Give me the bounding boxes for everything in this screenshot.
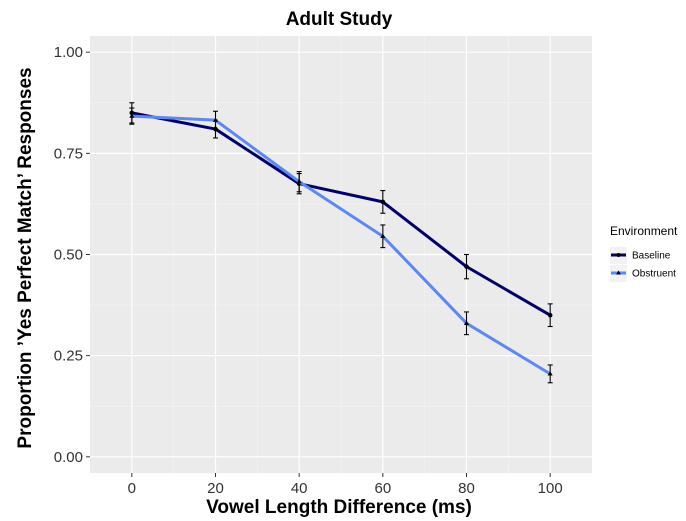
data-point (129, 113, 135, 118)
x-axis: 0 20 40 60 80 100 (128, 473, 563, 497)
legend-item-obstruent: Obstruent (610, 265, 676, 282)
series-obstruent (129, 107, 553, 384)
x-tick-label: 20 (207, 480, 224, 497)
y-tick-label: 0.75 (54, 145, 83, 162)
data-point (547, 371, 553, 376)
x-axis-title: Vowel Length Difference (ms) (206, 497, 472, 518)
data-point (296, 178, 302, 184)
x-tick-label: 40 (291, 480, 308, 497)
chart-title: Adult Study (286, 9, 393, 30)
legend-label: Baseline (632, 251, 671, 262)
legend-label: Obstruent (632, 269, 676, 280)
y-axis: 0.00 0.25 0.50 0.75 1.00 (54, 44, 90, 466)
series-line (131, 114, 551, 376)
data-point (464, 264, 469, 269)
data-point (212, 117, 219, 122)
x-tick-label: 0 (128, 480, 136, 497)
y-tick-label: 0.00 (54, 449, 83, 466)
x-tick-label: 80 (458, 480, 475, 497)
y-tick-label: 0.25 (54, 348, 83, 365)
data-point (547, 312, 553, 318)
data-point (463, 320, 470, 325)
legend-items: Baseline Obstruent (610, 247, 676, 282)
legend-title: Environment (610, 224, 678, 238)
legend: Environment Baseline Obstruent (610, 224, 678, 282)
legend-item-baseline: Baseline (610, 247, 671, 264)
y-axis-title: Proportion ’Yes Perfect Match’ Responses (15, 67, 36, 448)
data-point (380, 233, 386, 238)
series-line (131, 111, 551, 317)
series-layer (129, 102, 553, 384)
y-tick-label: 1.00 (54, 44, 83, 61)
x-tick-label: 100 (538, 480, 563, 497)
data-point (380, 199, 386, 205)
legend-marker (616, 270, 621, 275)
x-tick-label: 60 (374, 480, 391, 497)
y-tick-label: 0.50 (54, 247, 83, 264)
legend-marker (616, 253, 621, 257)
